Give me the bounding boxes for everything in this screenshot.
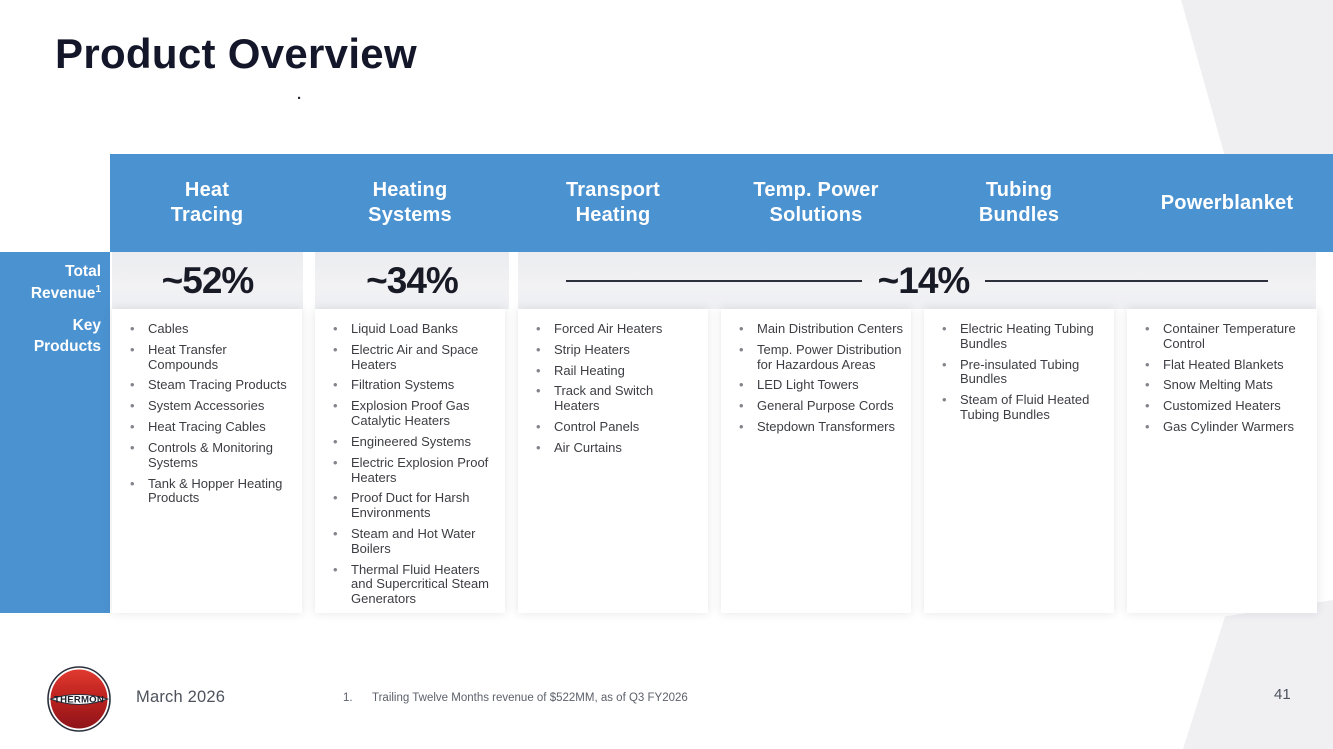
product-item: Controls & Monitoring Systems <box>126 440 296 471</box>
product-item: Steam Tracing Products <box>126 378 296 393</box>
revenue-cell-heat-tracing: ~52% <box>112 252 303 309</box>
product-item: Control Panels <box>532 419 702 435</box>
header-line: Temp. Power <box>753 179 879 201</box>
product-item: Filtration Systems <box>329 378 499 393</box>
svg-text:THERMON: THERMON <box>54 695 104 706</box>
product-item: Container Temperature Control <box>1141 321 1311 352</box>
product-item: Gas Cylinder Warmers <box>1141 419 1311 435</box>
footnote: 1. Trailing Twelve Months revenue of $52… <box>343 692 688 704</box>
slide-date: March 2026 <box>136 688 226 706</box>
product-item: Air Curtains <box>532 440 702 456</box>
product-item: Steam of Fluid Heated Tubing Bundles <box>938 392 1108 423</box>
products-column-tubing-bundles: Electric Heating Tubing Bundles Pre-insul… <box>924 309 1114 613</box>
revenue-cell-combined-segments: ~14% <box>518 252 1316 309</box>
revenue-divider-line <box>985 279 1269 282</box>
column-header-tubing-bundles: Tubing Bundles <box>924 154 1114 252</box>
column-header-heat-tracing: Heat Tracing <box>112 154 302 252</box>
product-item: Tank & Hopper Heating Products <box>126 476 296 507</box>
revenue-value: ~34% <box>366 259 459 301</box>
footnote-marker: 1 <box>95 283 101 295</box>
table-header-bar <box>110 154 1333 252</box>
product-item: Engineered Systems <box>329 434 499 450</box>
revenue-divider-line <box>565 279 862 282</box>
page-title: Product Overview <box>55 30 417 77</box>
header-line: Heat <box>184 179 230 201</box>
revenue-cell-heating-systems: ~34% <box>315 252 509 309</box>
thermon-logo-icon: THERMON <box>47 666 111 732</box>
product-item: Thermal Fluid Heaters and Supercritical … <box>329 562 499 607</box>
products-column-heating-systems: Liquid Load Banks Electric Air and Space … <box>315 309 505 613</box>
product-list: Liquid Load Banks Electric Air and Space … <box>315 309 505 607</box>
product-item: Electric Heating Tubing Bundles <box>938 321 1108 352</box>
products-column-transport-heating: Forced Air Heaters Strip Heaters Rail Heat… <box>518 309 708 613</box>
product-item: Snow Melting Mats <box>1141 378 1311 393</box>
total-revenue-row-label: Total Revenue1 <box>6 262 101 305</box>
product-item: Pre-insulated Tubing Bundles <box>938 357 1108 388</box>
product-item: Proof Duct for Harsh Environments <box>329 490 499 521</box>
product-item: Liquid Load Banks <box>329 321 499 337</box>
product-item: Cables <box>126 321 296 337</box>
header-line: Tracing <box>170 204 244 226</box>
product-item: Explosion Proof Gas Catalytic Heaters <box>329 398 499 429</box>
products-column-powerblanket: Container Temperature Control Flat Heated… <box>1127 309 1317 613</box>
stray-dot: . <box>297 86 302 103</box>
product-item: Electric Explosion Proof Heaters <box>329 455 499 486</box>
product-item: Stepdown Transformers <box>735 419 905 435</box>
header-line: Transport <box>565 179 661 201</box>
product-item: System Accessories <box>126 398 296 414</box>
product-item: Heat Transfer Compounds <box>126 342 296 373</box>
page-number: 41 <box>1274 686 1291 703</box>
column-header-heating-systems: Heating Systems <box>315 154 505 252</box>
product-item: Electric Air and Space Heaters <box>329 342 499 373</box>
header-line: Heating <box>372 179 448 201</box>
product-item: Flat Heated Blankets <box>1141 357 1311 373</box>
total-revenue-label-text: Total Revenue <box>30 263 101 303</box>
product-item: Steam and Hot Water Boilers <box>329 526 499 557</box>
product-item: Customized Heaters <box>1141 398 1311 414</box>
header-line: Powerblanket <box>1160 191 1294 214</box>
header-line: Solutions <box>769 204 863 226</box>
column-header-powerblanket: Powerblanket <box>1127 154 1327 252</box>
product-item: Main Distribution Centers <box>735 321 905 337</box>
product-item: Forced Air Heaters <box>532 321 702 337</box>
top-right-wedge-decoration <box>1181 0 1333 155</box>
product-list: Container Temperature Control Flat Heated… <box>1127 309 1317 435</box>
revenue-value: ~52% <box>161 259 255 301</box>
column-header-temp-power-solutions: Temp. Power Solutions <box>721 154 911 252</box>
header-line: Tubing <box>985 179 1053 201</box>
bottom-right-wedge-decoration <box>1183 600 1333 749</box>
products-column-heat-tracing: Cables Heat Transfer Compounds Steam Traci… <box>112 309 302 613</box>
product-item: Strip Heaters <box>532 342 702 358</box>
product-list: Cables Heat Transfer Compounds Steam Traci… <box>112 309 302 506</box>
product-item: Temp. Power Distribution for Hazardous A… <box>735 342 905 373</box>
row-label-sidebar: Total Revenue1 Key Products <box>0 252 110 613</box>
product-list: Main Distribution Centers Temp. Power Dis… <box>721 309 911 435</box>
product-item: LED Light Towers <box>735 378 905 393</box>
header-line: Heating <box>575 204 651 226</box>
column-header-transport-heating: Transport Heating <box>518 154 708 252</box>
product-item: Rail Heating <box>532 363 702 379</box>
revenue-value: ~14% <box>877 259 971 301</box>
product-item: Track and Switch Heaters <box>532 384 702 414</box>
thermon-logo: THERMON <box>47 666 111 732</box>
product-list: Electric Heating Tubing Bundles Pre-insul… <box>924 309 1114 423</box>
product-item: Heat Tracing Cables <box>126 419 296 435</box>
key-products-row-label: Key Products <box>33 317 101 355</box>
header-line: Bundles <box>978 204 1060 226</box>
product-list: Forced Air Heaters Strip Heaters Rail Heat… <box>518 309 708 456</box>
footnote-number: 1. <box>343 692 353 704</box>
header-line: Systems <box>368 204 452 226</box>
product-item: General Purpose Cords <box>735 398 905 414</box>
products-column-temp-power-solutions: Main Distribution Centers Temp. Power Dis… <box>721 309 911 613</box>
footnote-text: Trailing Twelve Months revenue of $522MM… <box>372 692 688 704</box>
